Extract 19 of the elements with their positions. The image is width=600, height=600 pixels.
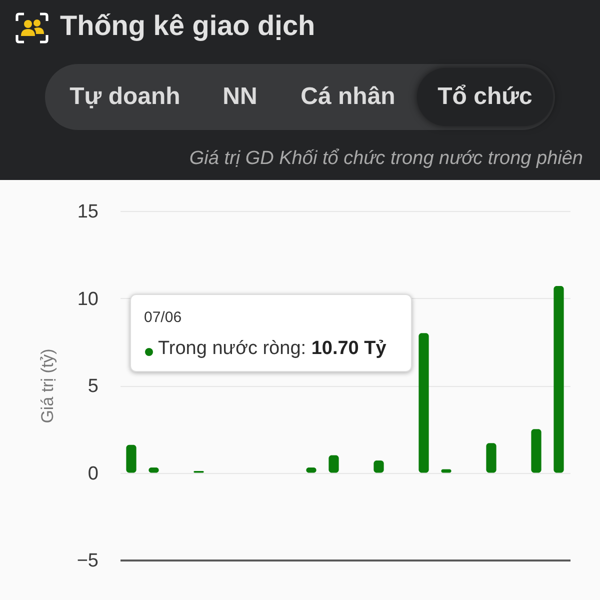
y-tick-label: 0 — [88, 463, 98, 484]
y-tick-label: −5 — [76, 550, 98, 572]
annotation: 10.70 Tỷ — [311, 338, 386, 359]
chart-subtitle: Giá trị GD Khối tổ chức trong nước trong phiên — [189, 148, 583, 170]
annotation: 07/06 — [144, 309, 182, 326]
tab-bar: Tự doanh NN Cá nhân Tổ chức — [45, 64, 555, 130]
y-tick-label: 5 — [88, 376, 98, 397]
y-tick-label: 10 — [77, 288, 98, 310]
bar — [418, 333, 429, 473]
bar — [531, 429, 542, 473]
bar — [328, 455, 339, 473]
bar — [126, 444, 136, 473]
chart-title: Thống kê giao dịch — [60, 10, 316, 42]
tooltip: 07/06 Trong nước ròng: 10.70 Tỷ — [130, 294, 412, 372]
bar — [486, 443, 496, 473]
y-axis-title: Giá trị (tỷ) — [38, 348, 57, 424]
bar — [554, 286, 564, 473]
y-tick-label: 15 — [77, 202, 98, 222]
annotation: Trong nước ròng: — [158, 338, 306, 359]
